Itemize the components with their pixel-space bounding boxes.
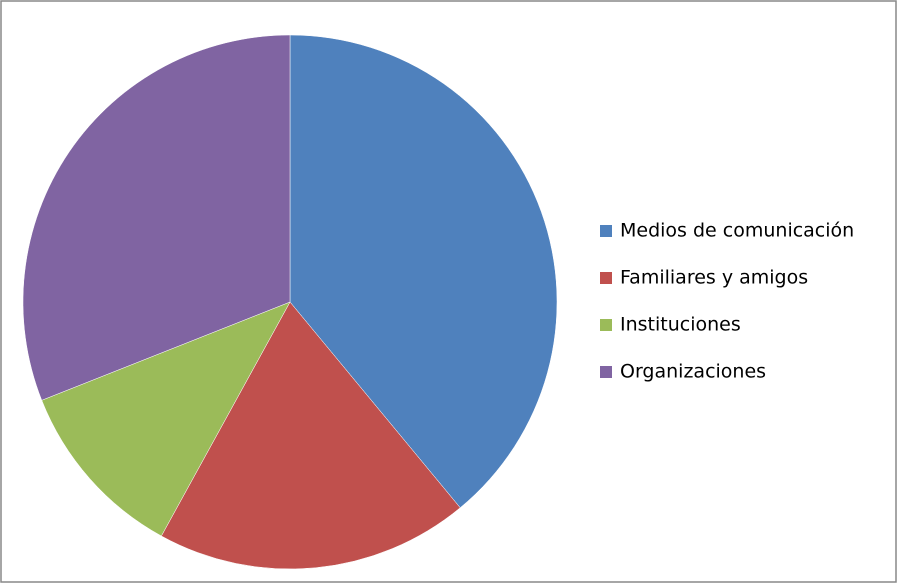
legend-swatch: [600, 272, 612, 284]
pie-slice: [289, 34, 558, 509]
pie-slice: [161, 301, 461, 570]
legend-label: Medios de comunicación: [620, 220, 854, 242]
legend-swatch: [600, 225, 612, 237]
legend-label: Instituciones: [620, 314, 741, 336]
pie-slice: [41, 301, 291, 537]
legend-swatch: [600, 319, 612, 331]
legend-label: Familiares y amigos: [620, 267, 808, 289]
legend-label: Organizaciones: [620, 361, 766, 383]
legend-swatch: [600, 366, 612, 378]
pie-slice: [22, 34, 291, 401]
